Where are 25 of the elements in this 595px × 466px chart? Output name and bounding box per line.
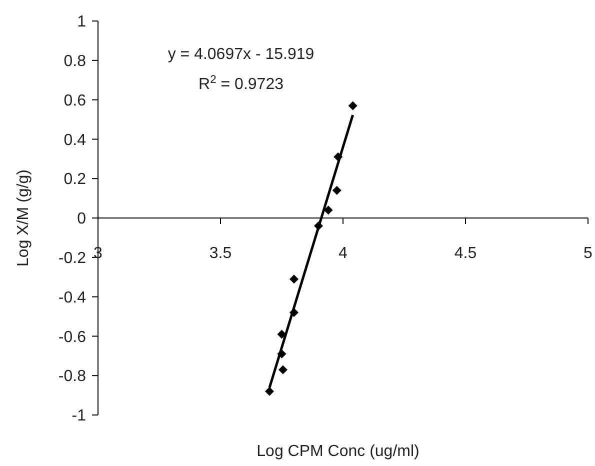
point xyxy=(278,365,288,374)
point xyxy=(324,206,333,215)
point xyxy=(332,186,342,195)
y-tick-label: -0.2 xyxy=(58,250,86,267)
x-tick-label: 4 xyxy=(338,245,348,262)
y-tick-label: -0.4 xyxy=(58,289,86,306)
x-axis-title: Log CPM Conc (ug/ml) xyxy=(256,443,420,460)
y-tick-label: 0.2 xyxy=(64,171,86,188)
x-tick-label: 3.5 xyxy=(209,245,232,262)
y-tick-label: 1 xyxy=(77,14,86,31)
x-tick-label: 5 xyxy=(584,245,593,262)
y-tick-label: -1 xyxy=(72,408,86,425)
annotation: R$^{2}$ = 0.9723 xyxy=(198,74,284,93)
y-tick-label: -0.6 xyxy=(58,328,86,346)
y-tick-label: 0.6 xyxy=(64,92,86,110)
point xyxy=(348,101,358,110)
y-tick-label: 0.8 xyxy=(64,53,86,70)
annotation: y = 4.0697x - 15.919 xyxy=(168,46,314,63)
y-axis-title: Log X/M (g/g) xyxy=(15,170,32,266)
x-tick-label: 4.5 xyxy=(454,245,477,262)
y-tick-label: -0.8 xyxy=(58,368,86,386)
point xyxy=(290,274,298,284)
y-tick-label: 0 xyxy=(77,210,86,228)
point xyxy=(265,386,274,396)
y-tick-label: 0.4 xyxy=(64,132,86,149)
